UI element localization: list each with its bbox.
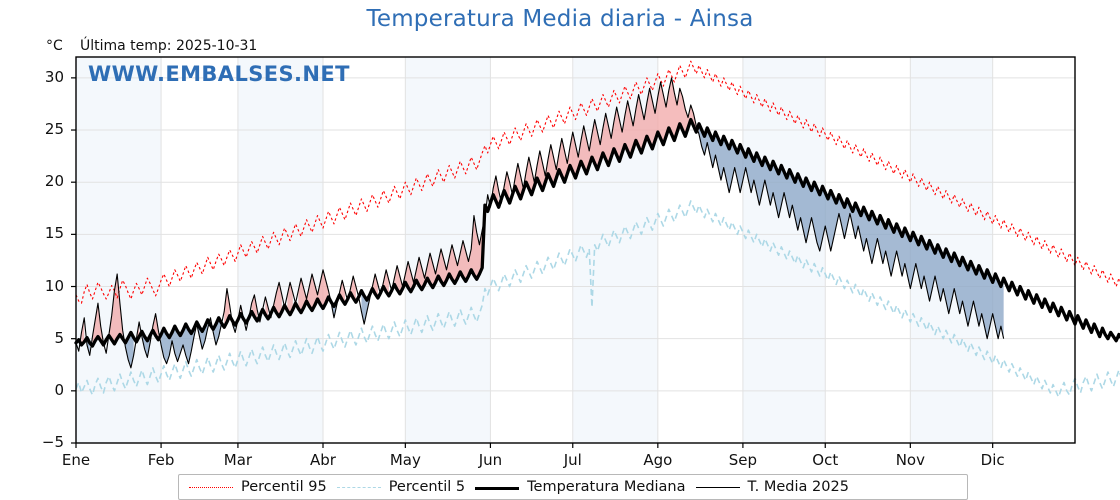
x-tick-label: Dic — [980, 451, 1005, 469]
x-tick-label: Oct — [812, 451, 839, 469]
fill-above-median — [251, 294, 258, 321]
last-temp-label: Última temp: 2025-10-31 — [80, 38, 258, 54]
y-tick-label: 30 — [44, 67, 64, 86]
y-tick-label: −5 — [41, 433, 64, 451]
legend-item[interactable]: Percentil 5 — [327, 475, 465, 499]
legend-label: Temperatura Mediana — [527, 479, 686, 495]
month-band — [992, 57, 1075, 443]
legend-item[interactable]: Percentil 95 — [179, 475, 327, 499]
legend-swatch-icon — [475, 480, 520, 494]
month-band — [323, 57, 406, 443]
y-tick-label: 25 — [44, 120, 64, 139]
y-tick-label: 10 — [44, 276, 64, 295]
series-percentil-5 — [75, 200, 1120, 398]
month-band — [161, 57, 238, 443]
legend-item[interactable]: Temperatura Mediana — [465, 475, 686, 499]
fill-below-median — [699, 123, 1004, 339]
fill-above-median — [108, 273, 123, 344]
legend-swatch-icon — [189, 480, 233, 494]
y-tick-label: 15 — [44, 224, 64, 243]
x-tick-label: Feb — [147, 451, 175, 469]
y-tick-label: 0 — [54, 380, 64, 399]
x-tick-label: Jul — [563, 451, 582, 469]
series-t-media-2025 — [75, 77, 1005, 369]
y-tick-label: 20 — [44, 172, 64, 191]
legend-item[interactable]: T. Media 2025 — [686, 475, 849, 499]
fill-above-median — [81, 317, 85, 345]
month-band — [742, 57, 826, 443]
x-tick-label: May — [389, 451, 421, 469]
x-tick-label: Nov — [895, 451, 925, 469]
legend-swatch-icon — [336, 480, 381, 494]
fill-below-median — [161, 319, 208, 364]
month-band — [490, 57, 573, 443]
month-band — [237, 57, 324, 443]
x-tick-label: Ago — [643, 451, 673, 469]
legend-label: Percentil 5 — [388, 479, 466, 495]
fill-above-median — [394, 215, 483, 294]
legend-label: T. Media 2025 — [747, 479, 849, 495]
y-axis-unit-label: °C — [46, 38, 63, 54]
x-tick-label: Abr — [310, 451, 336, 469]
legend-label: Percentil 95 — [241, 479, 327, 495]
series-temperatura-mediana — [74, 117, 1120, 348]
month-band — [76, 57, 162, 443]
y-tick-label: 5 — [54, 328, 64, 347]
fill-above-median — [92, 303, 104, 346]
x-tick-label: Sep — [728, 451, 758, 469]
legend-swatch-icon — [695, 480, 740, 494]
axis-frame — [75, 56, 1076, 444]
chart-legend: Percentil 95 Percentil 5 Temperatura Media… — [178, 474, 968, 500]
fill-below-median — [213, 317, 222, 345]
x-tick-label: Jun — [478, 451, 503, 469]
chart-title: Temperatura Media diaria - Ainsa — [366, 6, 754, 32]
fill-above-median — [515, 77, 697, 199]
x-tick-label: Mar — [223, 451, 253, 469]
x-tick-label: Ene — [61, 451, 91, 469]
